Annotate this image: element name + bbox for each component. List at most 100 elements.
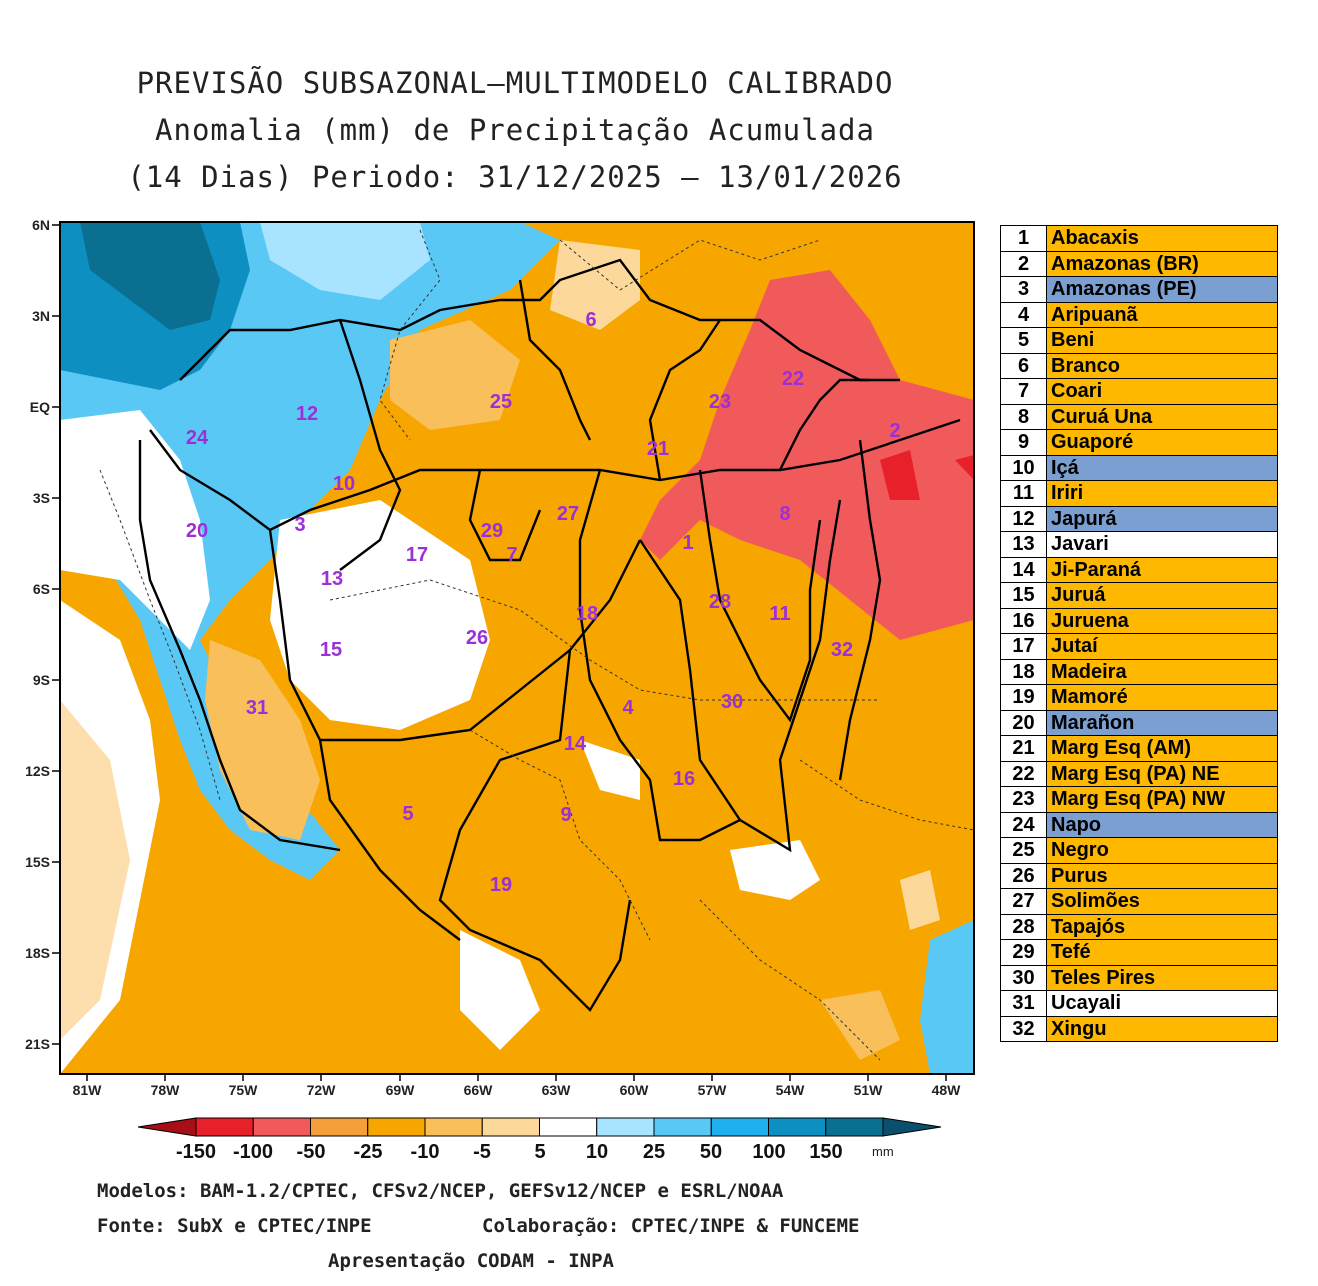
lat-label: 3S [33, 490, 50, 506]
basin-label: 15 [320, 639, 342, 661]
basin-label: 22 [782, 368, 804, 390]
lon-label: 72W [307, 1082, 337, 1098]
basin-row: 6 Branco [1000, 352, 1278, 379]
basin-label: 8 [779, 503, 790, 525]
basin-label: 29 [481, 520, 503, 542]
basin-label: 27 [557, 503, 579, 525]
basin-name: Içá [1046, 454, 1278, 481]
basin-number: 24 [1000, 811, 1047, 838]
lat-label: 9S [33, 672, 50, 688]
basin-number: 3 [1000, 276, 1047, 303]
basin-name: Madeira [1046, 658, 1278, 685]
colorbar-label: -25 [354, 1141, 383, 1163]
colorbar-segment [367, 1117, 426, 1137]
basin-number: 15 [1000, 582, 1047, 609]
basin-label: 10 [333, 473, 355, 495]
basin-label: 1 [682, 532, 693, 554]
basin-row: 19 Mamoré [1000, 684, 1278, 711]
basin-number: 27 [1000, 888, 1047, 915]
basin-row: 20 Marañon [1000, 709, 1278, 736]
colorbar-unit: mm [872, 1144, 894, 1159]
basin-label: 11 [769, 603, 790, 625]
lon-label: 66W [464, 1082, 494, 1098]
colorbar-label: -10 [411, 1141, 440, 1163]
title-line-1: PREVISÃO SUBSAZONAL—MULTIMODELO CALIBRAD… [136, 66, 894, 100]
basin-row: 4 Aripuanã [1000, 301, 1278, 328]
basin-row: 29 Tefé [1000, 939, 1278, 966]
lon-label: 48W [932, 1082, 962, 1098]
basin-number: 10 [1000, 454, 1047, 481]
colorbar-label: 10 [586, 1141, 608, 1163]
map-title: PREVISÃO SUBSAZONAL—MULTIMODELO CALIBRAD… [40, 60, 990, 201]
lon-label: 81W [73, 1082, 103, 1098]
basin-name: Iriri [1046, 480, 1278, 507]
basin-label: 28 [709, 591, 731, 613]
lat-label: 6S [33, 581, 50, 597]
basin-label: 24 [186, 427, 209, 449]
lon-label: 78W [151, 1082, 181, 1098]
basin-label: 14 [564, 733, 587, 755]
colorbar-segment [653, 1117, 712, 1137]
colorbar-label: 25 [643, 1141, 665, 1163]
footer-presentation: Apresentação CODAM - INPA [328, 1250, 614, 1272]
basin-label: 30 [721, 691, 743, 713]
basin-label: 17 [406, 544, 428, 566]
lat-label: 6N [32, 217, 50, 233]
basin-label: 31 [246, 697, 268, 719]
colorbar-segment [539, 1117, 598, 1137]
colorbar-right-arrow [882, 1117, 942, 1137]
colorbar-segment [252, 1117, 311, 1137]
lat-label: 12S [25, 763, 50, 779]
basin-label: 19 [490, 874, 512, 896]
basin-number: 32 [1000, 1015, 1047, 1042]
lon-label: 57W [698, 1082, 728, 1098]
basin-label: 21 [647, 438, 669, 460]
basin-row: 1 Abacaxis [1000, 225, 1278, 252]
lon-label: 54W [776, 1082, 806, 1098]
basin-name: Negro [1046, 837, 1278, 864]
basin-label: 2 [889, 420, 900, 442]
basin-row: 12 Japurá [1000, 505, 1278, 532]
basin-label: 23 [709, 391, 731, 413]
basin-label: 3 [294, 514, 305, 536]
basin-number: 6 [1000, 352, 1047, 379]
colorbar-label: -150 [176, 1141, 216, 1163]
basin-number: 18 [1000, 658, 1047, 685]
basin-row: 27 Solimões [1000, 888, 1278, 915]
basin-name: Ji-Paraná [1046, 556, 1278, 583]
basin-number: 5 [1000, 327, 1047, 354]
colorbar [137, 1117, 942, 1137]
colorbar-segment [195, 1117, 254, 1137]
basin-number: 22 [1000, 760, 1047, 787]
colorbar-segment [710, 1117, 769, 1137]
basin-number: 30 [1000, 964, 1047, 991]
basin-number: 9 [1000, 429, 1047, 456]
colorbar-label: -100 [233, 1141, 273, 1163]
basin-number: 2 [1000, 250, 1047, 277]
basin-label: 16 [673, 768, 695, 790]
basin-name: Tefé [1046, 939, 1278, 966]
lon-label: 75W [229, 1082, 259, 1098]
basin-number: 28 [1000, 913, 1047, 940]
colorbar-labels: -150 -100 -50 -25 -10 -5 5 10 25 50 100 … [176, 1141, 894, 1163]
basin-name: Curuá Una [1046, 403, 1278, 430]
basin-name: Mamoré [1046, 684, 1278, 711]
basin-name: Abacaxis [1046, 225, 1278, 252]
basin-row: 3 Amazonas (PE) [1000, 276, 1278, 303]
colorbar-label: -5 [473, 1141, 491, 1163]
basin-name: Tapajós [1046, 913, 1278, 940]
basin-number: 11 [1000, 480, 1047, 507]
colorbar-label: 5 [534, 1141, 545, 1163]
footer-source: Fonte: SubX e CPTEC/INPE [97, 1215, 372, 1237]
basin-name: Amazonas (PE) [1046, 276, 1278, 303]
anomaly-field [60, 222, 974, 1074]
basin-name: Marg Esq (PA) NW [1046, 786, 1278, 813]
basin-name: Napo [1046, 811, 1278, 838]
basin-row: 31 Ucayali [1000, 990, 1278, 1017]
basin-row: 5 Beni [1000, 327, 1278, 354]
lat-label: EQ [30, 399, 50, 415]
colorbar-segment [424, 1117, 483, 1137]
colorbar-segment [768, 1117, 827, 1137]
colorbar-label: 100 [752, 1141, 785, 1163]
map-frame [59, 221, 975, 1075]
